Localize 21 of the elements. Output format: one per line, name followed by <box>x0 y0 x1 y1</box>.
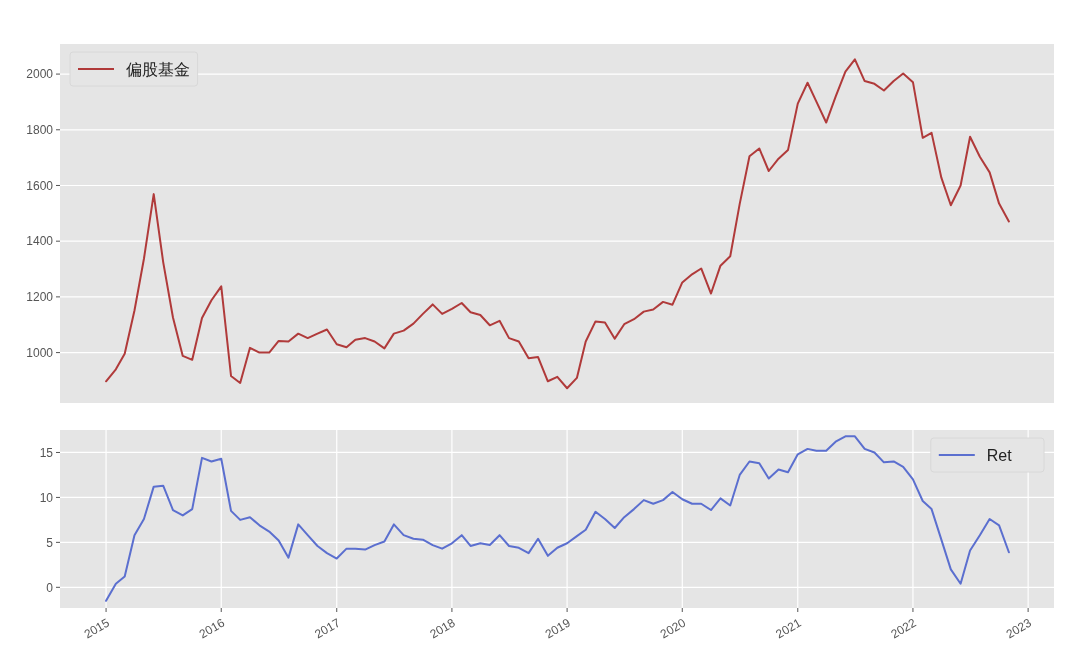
y-tick-label: 5 <box>46 535 54 550</box>
y-tick-label: 1800 <box>26 122 54 137</box>
y-tick-label: 1200 <box>26 290 54 305</box>
y-tick-label: 1600 <box>26 178 54 193</box>
x-tick-label: 2020 <box>657 615 689 642</box>
legend-label: Ret <box>986 446 1013 464</box>
line-series <box>105 435 1010 602</box>
x-tick-label: 2019 <box>542 615 574 642</box>
y-tick-label: 1400 <box>26 234 54 249</box>
legend-label: 偏股基金 <box>126 60 190 78</box>
line-series <box>105 58 1010 390</box>
y-tick-label: 1000 <box>26 345 54 360</box>
x-tick-label: 2023 <box>1003 615 1035 642</box>
x-tick-label: 2022 <box>888 615 919 642</box>
x-tick-label: 2021 <box>773 615 804 642</box>
y-tick-label: 15 <box>39 445 54 460</box>
y-tick-label: 10 <box>39 490 54 505</box>
y-tick-label: 2000 <box>26 67 54 82</box>
y-tick-label: 0 <box>46 580 54 595</box>
x-tick-label: 2018 <box>427 615 458 642</box>
x-tick-label: 2016 <box>196 615 228 642</box>
